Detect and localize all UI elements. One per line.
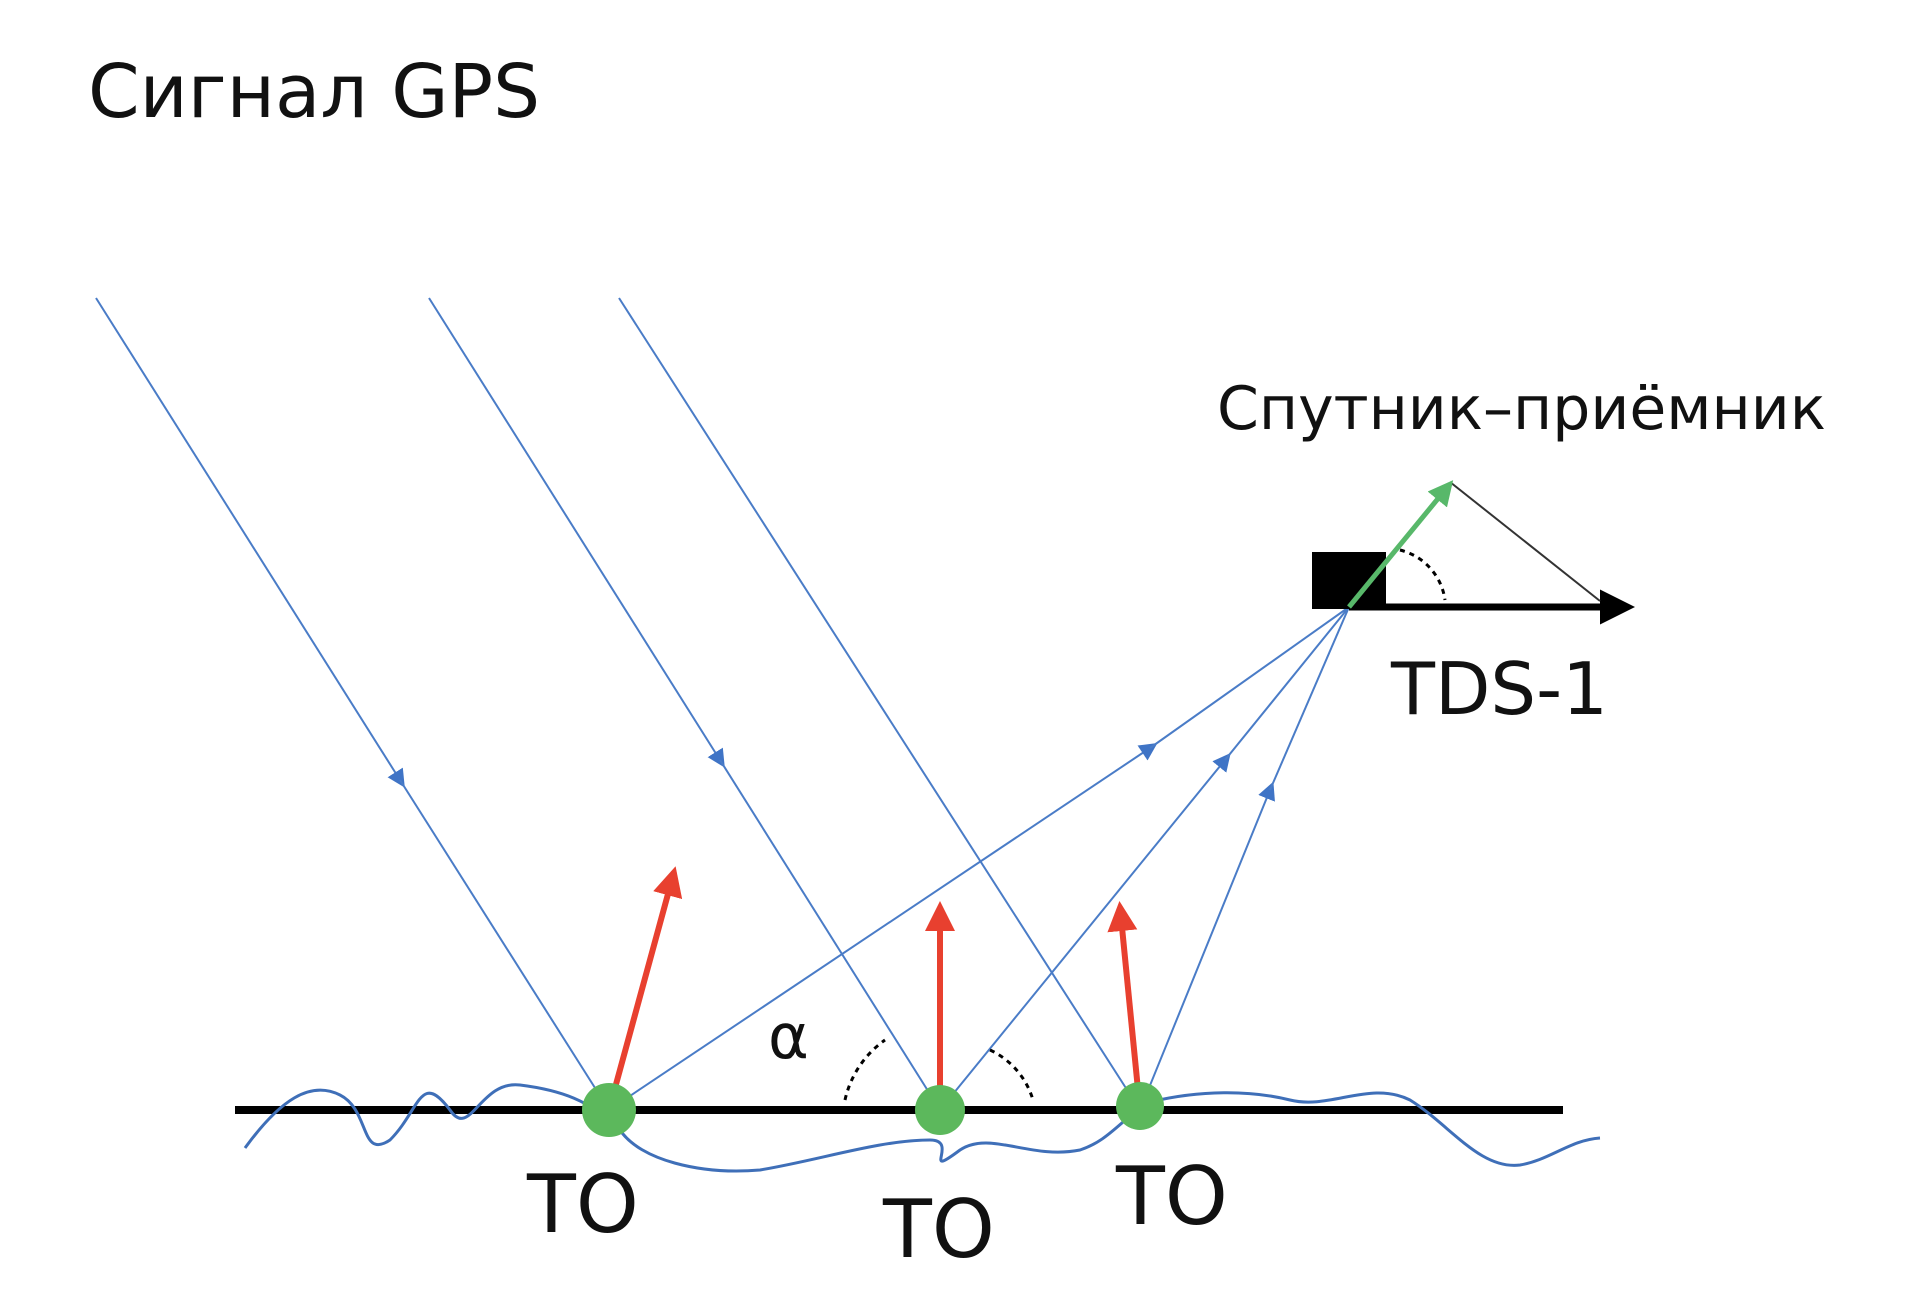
specular-point [582,1083,636,1137]
incident-rays [95,297,1141,1111]
specular-point [915,1085,965,1135]
title: Сигнал GPS [88,49,540,135]
angle-arc [843,1038,886,1101]
angle-label: α [768,1000,809,1073]
antenna-arrow [1347,480,1454,609]
normal-arrow [606,866,683,1111]
receiver-name: TDS-1 [1390,647,1608,731]
point-label: ТО [1115,1150,1228,1243]
specular-point [1116,1082,1164,1130]
receiver-body [1312,552,1386,609]
receiver-label: Спутник–приёмник [1217,374,1826,444]
reflected-rays [608,606,1350,1111]
guide-line [1449,481,1601,602]
rough-surface [243,1083,1601,1173]
angle-arc [989,1048,1035,1101]
point-label: ТО [882,1183,995,1276]
angle-arc [1399,548,1447,601]
point-label: ТО [526,1158,639,1251]
normal-arrow [1107,901,1143,1111]
